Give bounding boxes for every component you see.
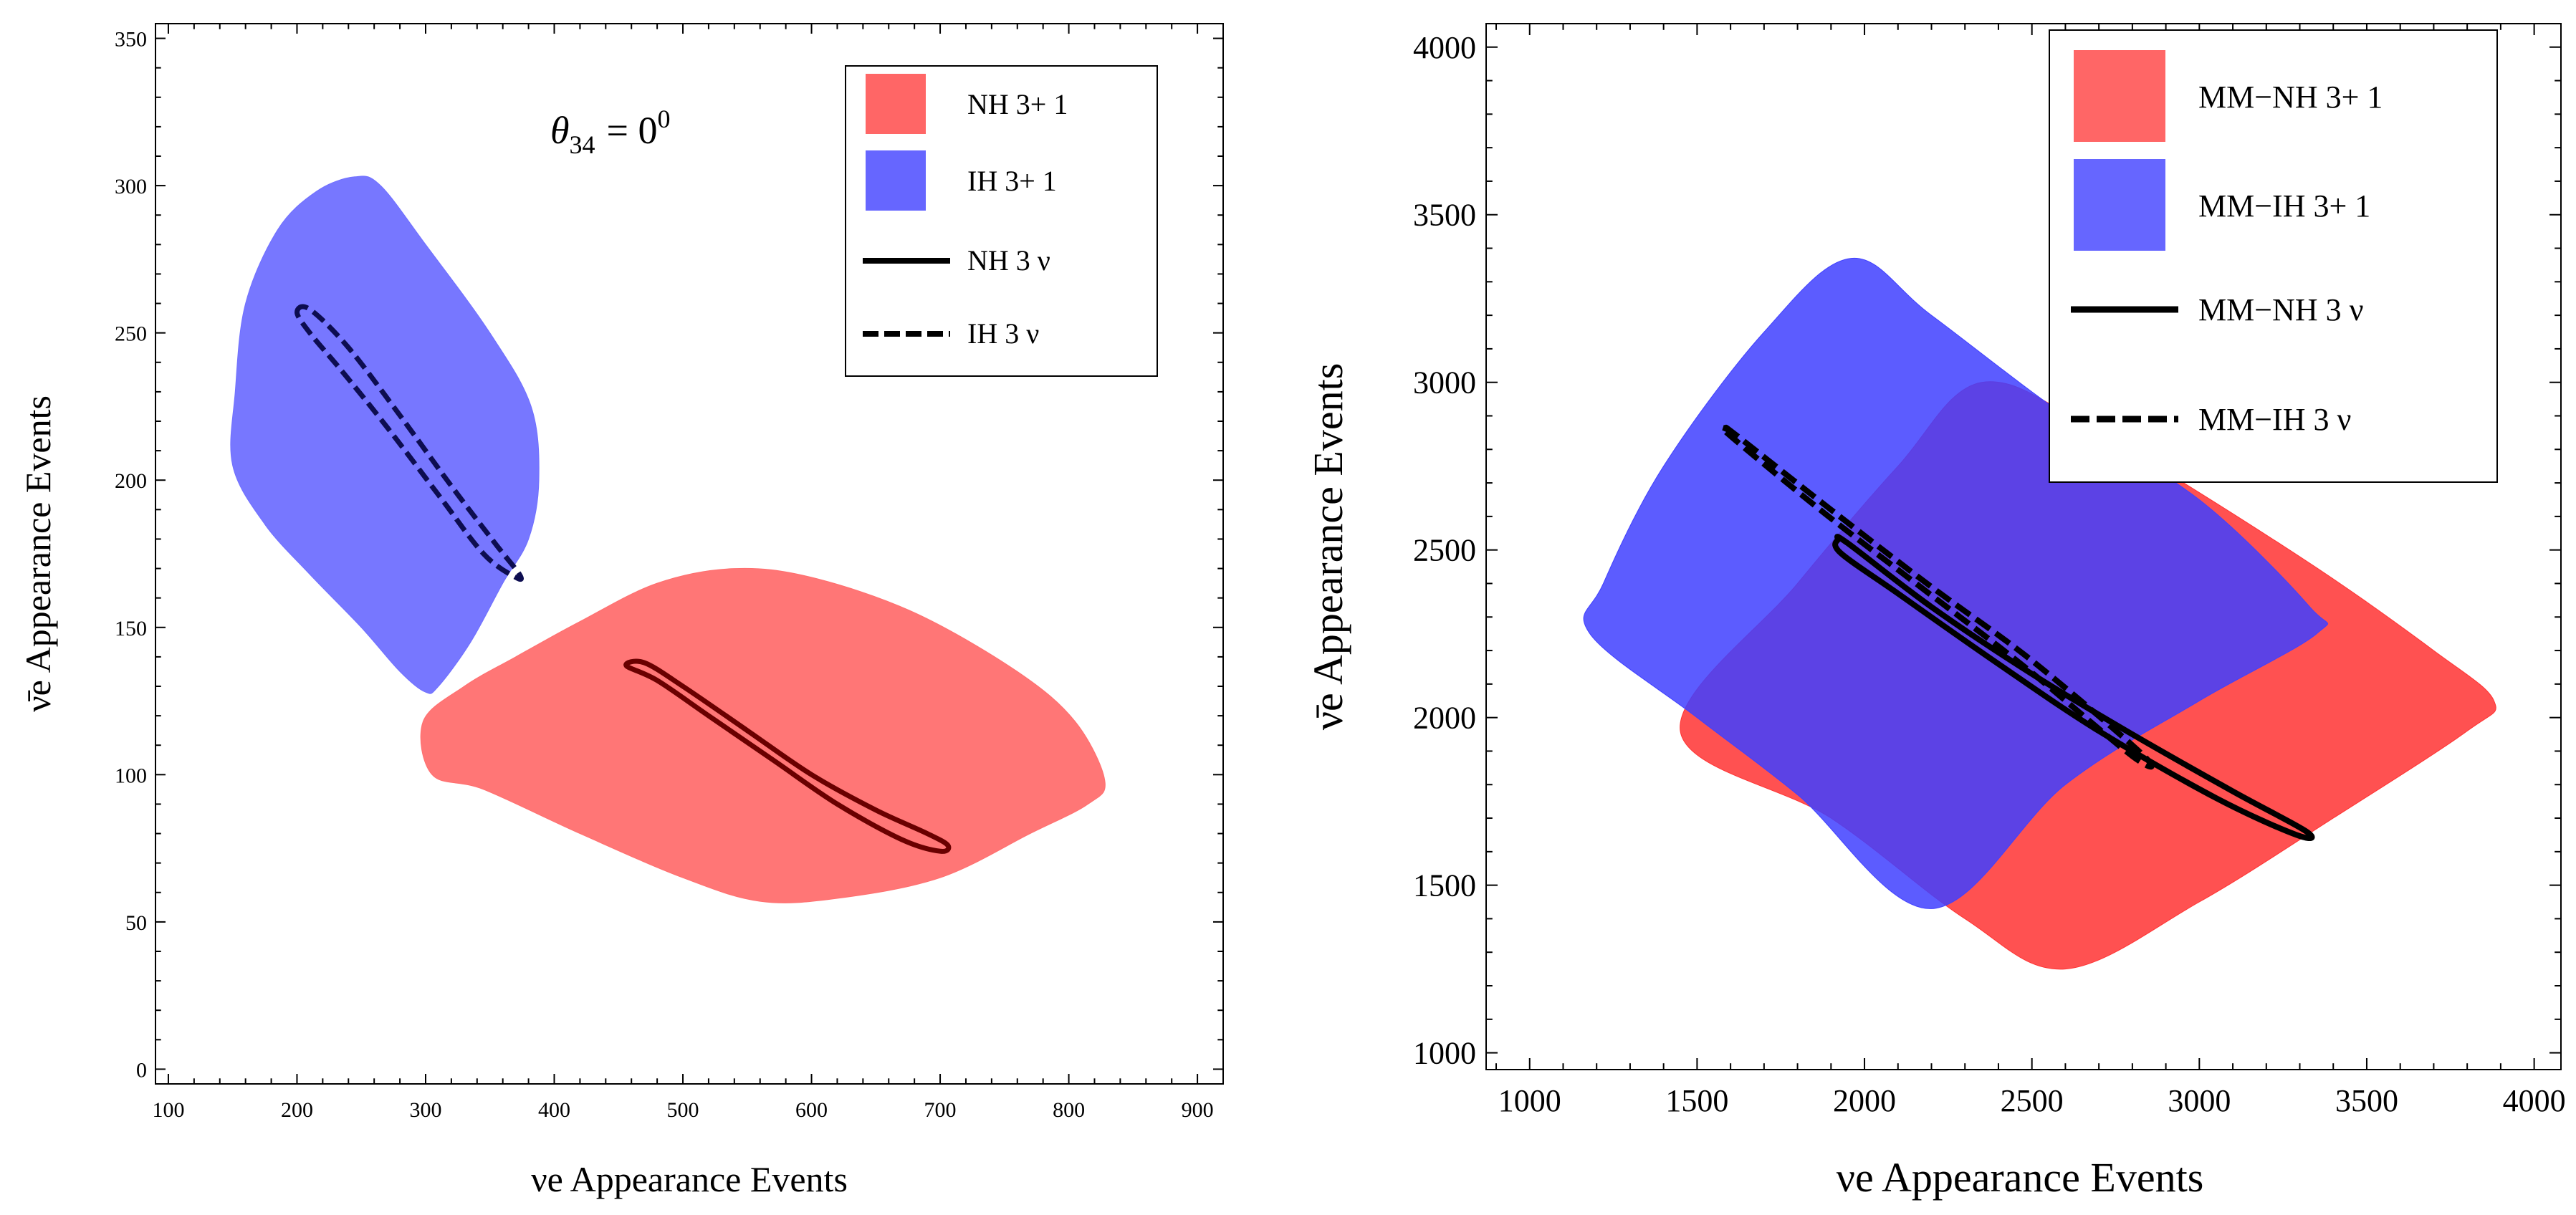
x-axis-title: νe Appearance Events: [531, 1159, 848, 1199]
tick-marks: [1486, 24, 2561, 1070]
legend: MM−NH 3+ 1 MM−IH 3+ 1 MM−NH 3 ν MM−IH 3 …: [2049, 29, 2498, 483]
x-tick-label: 500: [667, 1098, 699, 1122]
y-tick-label: 2000: [1413, 701, 1476, 736]
y-tick-label: 150: [115, 617, 147, 640]
contour-mm-ih-3: [1719, 424, 2155, 770]
data-layer: [1583, 258, 2496, 970]
legend-label-mm-nh-3plus1: MM−NH 3+ 1: [2198, 80, 2383, 115]
y-tick-label: 2500: [1413, 533, 1476, 568]
y-tick-label: 100: [115, 764, 147, 787]
x-tick-label: 3000: [2168, 1083, 2231, 1118]
x-tick-label: 1000: [1498, 1083, 1561, 1118]
legend-swatch-mm-nh-region: [2074, 50, 2165, 142]
data-layer: [230, 176, 1106, 903]
x-tick-label: 200: [281, 1098, 313, 1122]
y-tick-label: 50: [125, 911, 147, 935]
x-tick-label: 2500: [2001, 1083, 2064, 1118]
y-tick-label: 300: [115, 175, 147, 198]
tick-marks: [155, 24, 1224, 1084]
x-tick-label: 300: [409, 1098, 441, 1122]
contour-mm-nh-3: [1832, 534, 2315, 842]
x-tick-label: 4000: [2503, 1083, 2566, 1118]
y-tick-label: 350: [115, 28, 147, 52]
x-tick-label: 900: [1182, 1098, 1214, 1122]
x-tick-labels: 100 200 300 400 500 600 700 800 900: [152, 1098, 1213, 1122]
y-tick-label: 3500: [1413, 198, 1476, 233]
y-axis-title: ν̄e Appearance Events: [18, 395, 58, 712]
contour-nh-3: [623, 658, 952, 854]
legend-label-ih-3nu: IH 3 ν: [967, 317, 1039, 350]
y-tick-label: 1000: [1413, 1036, 1476, 1071]
region-mm-ih-3-1: [1583, 258, 2329, 909]
chart-panel-right: 1000 1500 2000 2500 3000 3500 4000 1000 1500 200…: [1305, 23, 2566, 1201]
y-tick-labels: 0 50 100 150 200 250 300 350: [115, 28, 147, 1082]
legend-label-mm-ih-3nu: MM−IH 3 ν: [2198, 402, 2351, 437]
region-nh-3-1: [420, 567, 1106, 903]
y-tick-label: 1500: [1413, 868, 1476, 903]
y-tick-label: 250: [115, 322, 147, 346]
x-tick-label: 1500: [1665, 1083, 1728, 1118]
y-tick-label: 3000: [1413, 365, 1476, 400]
legend-swatch-nh-region: [866, 74, 926, 134]
legend-label-ih-3plus1: IH 3+ 1: [967, 165, 1057, 197]
legend: NH 3+ 1 IH 3+ 1 NH 3 ν IH 3 ν: [845, 65, 1158, 377]
y-tick-label: 4000: [1413, 30, 1476, 65]
x-tick-label: 600: [795, 1098, 828, 1122]
legend-label-mm-ih-3plus1: MM−IH 3+ 1: [2198, 188, 2370, 224]
legend-label-nh-3nu: NH 3 ν: [967, 244, 1050, 277]
y-axis-title: ν̄e Appearance Events: [1305, 363, 1351, 731]
y-tick-labels: 1000 1500 2000 2500 3000 3500 4000: [1413, 30, 1476, 1071]
x-tick-label: 400: [538, 1098, 570, 1122]
x-axis-title: νe Appearance Events: [1837, 1154, 2204, 1201]
y-tick-label: 0: [136, 1058, 147, 1082]
legend-swatch-ih-region: [866, 150, 926, 211]
y-tick-label: 200: [115, 469, 147, 493]
x-tick-label: 100: [152, 1098, 184, 1122]
x-tick-label: 800: [1053, 1098, 1085, 1122]
x-tick-labels: 1000 1500 2000 2500 3000 3500 4000: [1498, 1083, 2566, 1118]
legend-label-mm-nh-3nu: MM−NH 3 ν: [2198, 292, 2364, 327]
x-tick-label: 2000: [1833, 1083, 1896, 1118]
theta-annotation: θ34 = 00: [550, 105, 671, 159]
chart-panel-left: 100 200 300 400 500 600 700 800 900 0 50 100 150 200…: [18, 23, 1224, 1199]
legend-swatch-mm-ih-region: [2074, 159, 2165, 251]
contour-ih-3: [294, 304, 524, 582]
x-tick-label: 700: [924, 1098, 957, 1122]
x-tick-label: 3500: [2335, 1083, 2398, 1118]
legend-label-nh-3plus1: NH 3+ 1: [967, 88, 1068, 120]
